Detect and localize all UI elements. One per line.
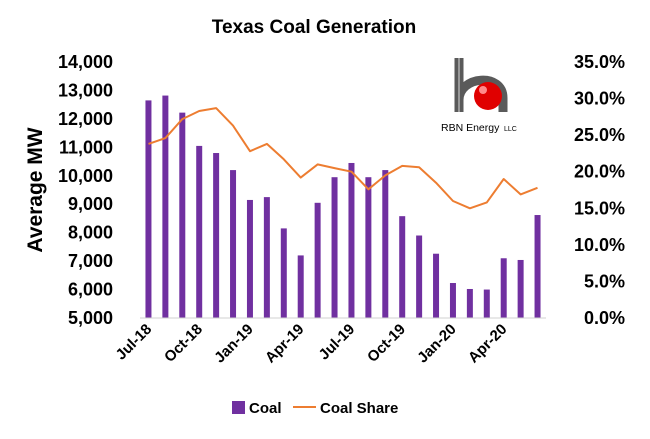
coal-bar bbox=[382, 170, 389, 318]
logo-suffix: LLC bbox=[504, 126, 517, 133]
coal-bar bbox=[196, 145, 203, 318]
coal-bar bbox=[500, 258, 507, 318]
coal-bar bbox=[230, 170, 237, 318]
coal-bar bbox=[416, 235, 423, 318]
logo-text: RBN Energy bbox=[441, 122, 500, 134]
coal-share-line bbox=[148, 107, 538, 210]
y-right-tick-label: 10.0% bbox=[574, 235, 625, 255]
coal-bar bbox=[213, 153, 220, 318]
coal-bar bbox=[331, 177, 338, 318]
x-axis: Jul-18 Oct-18 Jan-19 Apr-19 Jul-19 Oct-19 Jan-… bbox=[113, 321, 511, 367]
coal-bar bbox=[348, 162, 355, 318]
legend-coal-label: Coal bbox=[249, 400, 282, 417]
y-right-tick-label: 30.0% bbox=[574, 89, 625, 109]
legend-coal-swatch bbox=[232, 401, 245, 414]
x-tick-label: Jan-19 bbox=[211, 321, 257, 367]
y-right-tick-label: 25.0% bbox=[574, 125, 625, 145]
y-axis-title: Average MW bbox=[24, 127, 47, 252]
y-left-tick-label: 7,000 bbox=[68, 251, 113, 271]
coal-bar bbox=[466, 288, 473, 318]
y-left-tick-label: 9,000 bbox=[68, 194, 113, 214]
y-right-tick-label: 0.0% bbox=[584, 308, 625, 328]
rbn-energy-logo: RBN Energy LLC bbox=[441, 58, 517, 134]
coal-bars bbox=[145, 95, 541, 319]
logo-ball-shine bbox=[479, 86, 487, 94]
coal-bar bbox=[534, 215, 541, 318]
coal-bar bbox=[483, 289, 490, 318]
y-axis-left: 5,000 6,000 7,000 8,000 9,000 10,000 11,000 12,… bbox=[58, 52, 113, 328]
coal-bar bbox=[399, 216, 406, 318]
y-right-tick-label: 20.0% bbox=[574, 162, 625, 182]
y-left-tick-label: 13,000 bbox=[58, 80, 113, 100]
legend: Coal Coal Share bbox=[232, 400, 398, 417]
y-left-tick-label: 5,000 bbox=[68, 308, 113, 328]
x-tick-label: Oct-18 bbox=[161, 321, 206, 366]
coal-bar bbox=[297, 255, 304, 318]
coal-bar bbox=[365, 177, 372, 318]
y-left-tick-label: 10,000 bbox=[58, 166, 113, 186]
x-tick-label: Apr-19 bbox=[262, 321, 308, 367]
x-tick-label: Apr-20 bbox=[465, 321, 511, 367]
y-right-tick-label: 5.0% bbox=[584, 271, 625, 291]
y-left-tick-label: 11,000 bbox=[59, 137, 113, 157]
coal-bar bbox=[162, 95, 169, 318]
x-tick-label: Jul-18 bbox=[113, 321, 156, 364]
x-tick-label: Oct-19 bbox=[364, 321, 409, 366]
coal-bar bbox=[433, 253, 440, 318]
coal-bar bbox=[517, 259, 524, 318]
coal-bar bbox=[280, 228, 287, 318]
coal-bar bbox=[246, 199, 253, 318]
logo-ball-graphic bbox=[474, 82, 502, 110]
y-right-tick-label: 15.0% bbox=[574, 198, 625, 218]
x-tick-label: Jul-19 bbox=[316, 321, 359, 364]
y-left-tick-label: 12,000 bbox=[58, 109, 113, 129]
coal-bar bbox=[314, 202, 321, 318]
y-left-tick-label: 6,000 bbox=[68, 280, 113, 300]
coal-bar bbox=[263, 197, 270, 318]
legend-coal-share-label: Coal Share bbox=[320, 400, 398, 417]
y-axis-right: 0.0% 5.0% 10.0% 15.0% 20.0% 25.0% 30.0% 35.0% bbox=[574, 52, 625, 328]
coal-bar bbox=[179, 112, 186, 319]
coal-share-line-group bbox=[148, 107, 538, 210]
y-right-tick-label: 35.0% bbox=[574, 52, 625, 72]
coal-bar bbox=[145, 100, 152, 319]
y-left-tick-label: 14,000 bbox=[58, 52, 113, 72]
x-tick-label: Jan-20 bbox=[414, 321, 460, 367]
coal-bar bbox=[449, 283, 456, 318]
chart-title: Texas Coal Generation bbox=[212, 17, 417, 38]
y-left-tick-label: 8,000 bbox=[68, 223, 113, 243]
